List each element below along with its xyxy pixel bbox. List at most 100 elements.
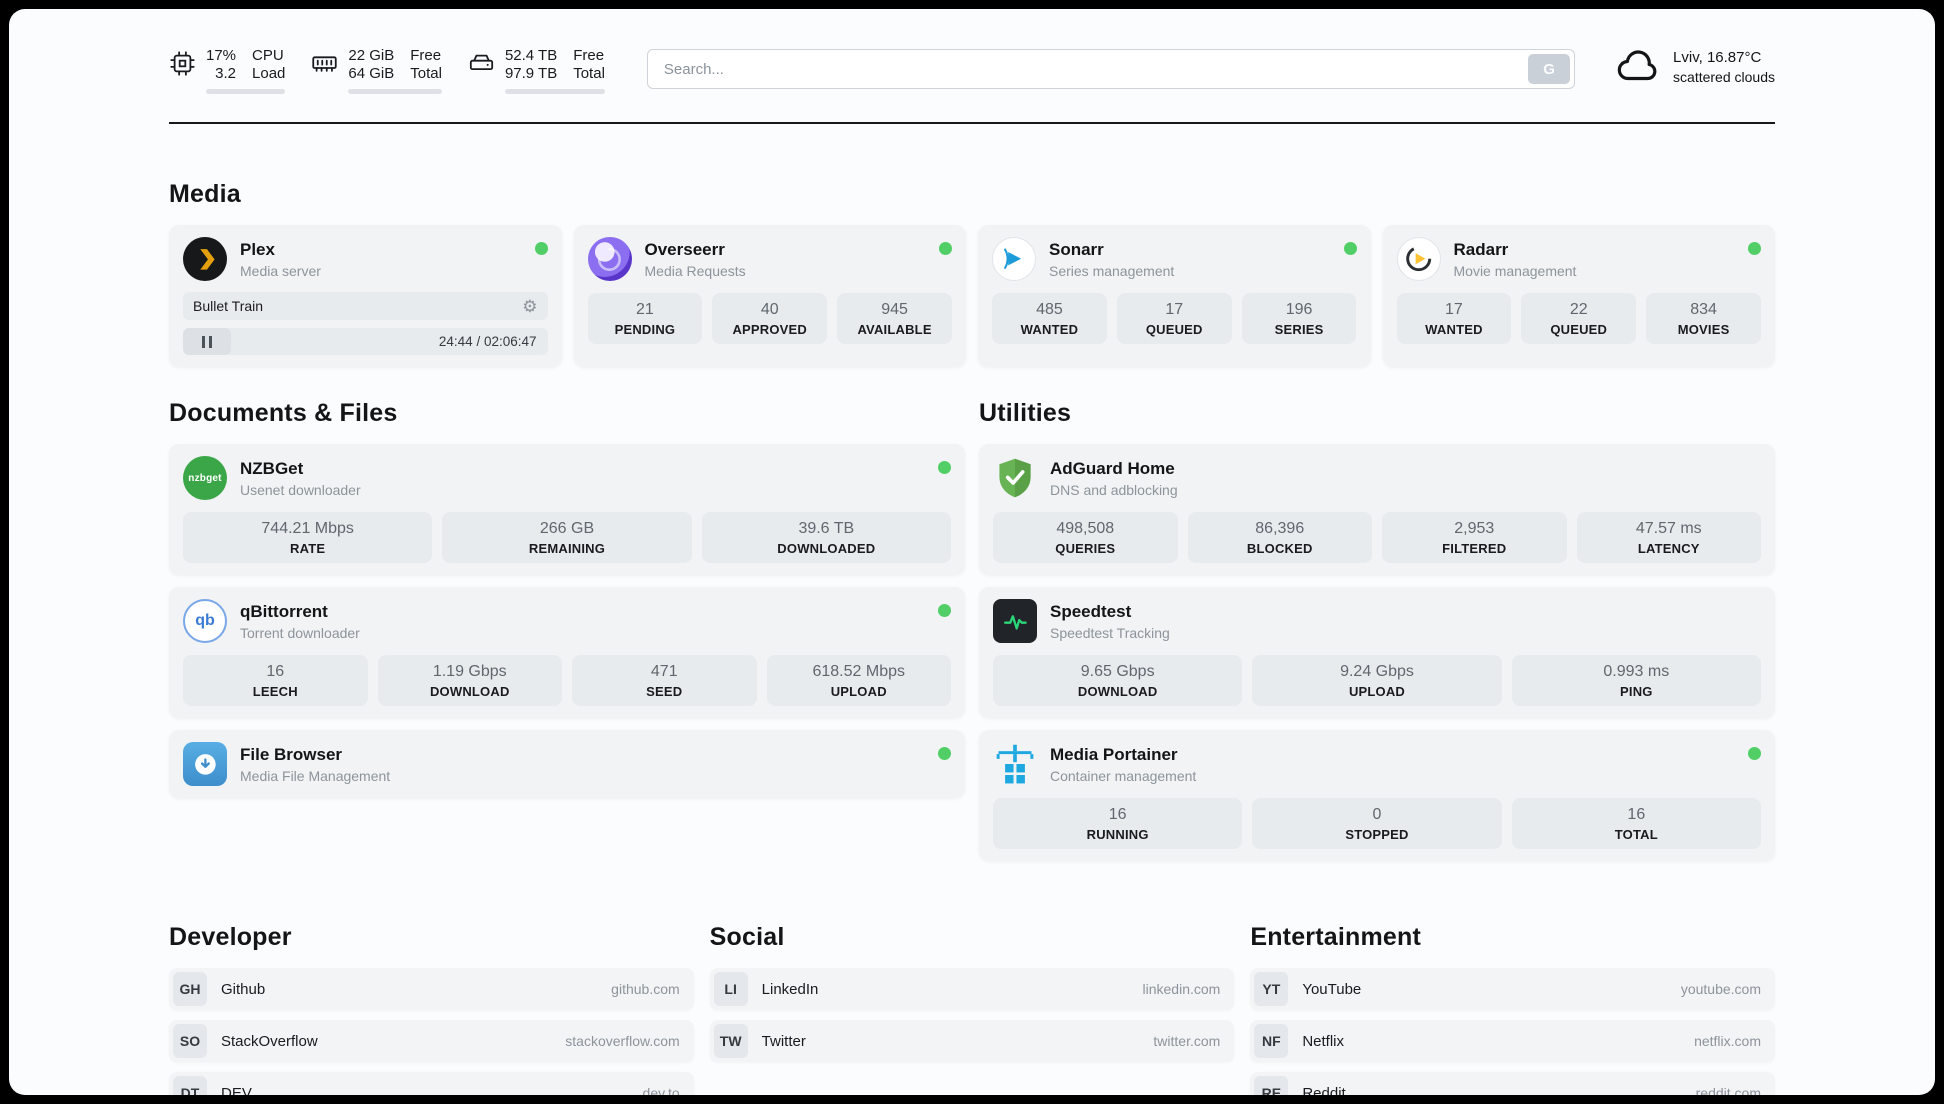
cpu-load-label: Load (252, 65, 286, 82)
bookmark-url: twitter.com (1153, 1033, 1221, 1049)
search-input[interactable] (646, 49, 1576, 89)
app-name: Plex (240, 239, 275, 259)
media-section: Media Plex Media server (169, 180, 1775, 367)
stat-value: 498,508 (1056, 520, 1115, 537)
bookmark-name: LinkedIn (761, 980, 819, 998)
bookmark-reddit[interactable]: RE Reddit reddit.com (1250, 1072, 1775, 1095)
adguard-card[interactable]: AdGuard Home DNS and adblocking 498,508 … (979, 444, 1775, 575)
stat-box: 1.19 Gbps DOWNLOAD (377, 655, 562, 706)
bookmark-github[interactable]: GH Github github.com (169, 968, 694, 1010)
stat-box: 86,396 BLOCKED (1187, 512, 1372, 563)
bookmark-name: Twitter (761, 1032, 806, 1050)
stat-value: 0.993 ms (1603, 663, 1670, 680)
pause-button[interactable] (183, 328, 231, 355)
playback-time: 24:44 / 02:06:47 (438, 334, 537, 349)
player-bar: 24:44 / 02:06:47 (183, 328, 548, 355)
bookmark-twitter[interactable]: TW Twitter twitter.com (709, 1020, 1235, 1062)
stat-label: UPLOAD (830, 684, 887, 699)
status-dot (938, 604, 951, 617)
bookmark-badge: DT (173, 1076, 207, 1095)
stat-box: 0 STOPPED (1252, 798, 1502, 849)
bookmark-url: netflix.com (1694, 1033, 1761, 1049)
nzbget-icon[interactable]: nzbget (183, 456, 227, 500)
stat-box: 2,953 FILTERED (1382, 512, 1567, 563)
stat-box: 485 WANTED (992, 293, 1107, 344)
app-subtitle: Media Requests (644, 262, 746, 279)
stat-box: 47.57 ms LATENCY (1576, 512, 1761, 563)
weather-condition: scattered clouds (1673, 69, 1775, 85)
bookmark-linkedin[interactable]: LI LinkedIn linkedin.com (709, 968, 1235, 1010)
cpu-load-value: 3.2 (215, 65, 237, 82)
dashboard-page: 17% CPU 3.2 Load 22 GiB Free 6 (9, 9, 1935, 1095)
stat-label: DOWNLOAD (1077, 684, 1158, 699)
media-section-title: Media (169, 180, 241, 208)
stat-label: QUEUED (1145, 322, 1203, 337)
app-subtitle: Series management (1049, 262, 1175, 279)
stat-box: 834 MOVIES (1646, 293, 1761, 344)
portainer-icon[interactable] (993, 742, 1037, 786)
bookmark-badge: SO (173, 1024, 207, 1058)
app-subtitle: Media File Management (240, 767, 391, 784)
stat-box: 17 QUEUED (1116, 293, 1232, 344)
stat-label: APPROVED (732, 322, 808, 337)
qbittorrent-icon[interactable]: qb (183, 599, 227, 643)
utilities-section: Utilities (979, 399, 1775, 861)
stat-box: 16 RUNNING (993, 798, 1243, 849)
stat-label: AVAILABLE (857, 322, 932, 337)
bookmark-name: Netflix (1302, 1032, 1345, 1050)
overseerr-card[interactable]: Overseerr Media Requests 21 PENDING 40 A… (573, 225, 966, 367)
qbittorrent-card[interactable]: qb qBittorrent Torrent downloader 16 LEE… (169, 587, 965, 718)
speedtest-card[interactable]: Speedtest Speedtest Tracking 9.65 Gbps D… (979, 587, 1775, 718)
disk-free-value: 52.4 TB (504, 47, 558, 64)
radarr-card[interactable]: Radarr Movie management 17 WANTED 22 QUE… (1382, 225, 1775, 367)
ram-total-value: 64 GiB (348, 65, 395, 82)
plex-card[interactable]: Plex Media server Bullet Train ⚙ 24:44 /… (169, 225, 562, 367)
app-name: Media Portainer (1050, 744, 1178, 764)
bookmark-badge: GH (173, 972, 207, 1006)
sonarr-icon[interactable] (992, 237, 1036, 281)
portainer-card[interactable]: Media Portainer Container management 16 … (979, 730, 1775, 861)
bookmark-youtube[interactable]: YT YouTube youtube.com (1250, 968, 1775, 1010)
stat-label: DOWNLOADED (777, 541, 876, 556)
plex-icon[interactable] (183, 237, 227, 281)
app-name: AdGuard Home (1050, 458, 1175, 478)
filebrowser-icon[interactable] (183, 742, 227, 786)
app-subtitle: Speedtest Tracking (1050, 624, 1170, 641)
stat-box: 22 QUEUED (1521, 293, 1637, 344)
entertainment-section-title: Entertainment (1250, 923, 1422, 951)
documents-section-title: Documents & Files (169, 399, 398, 427)
stat-box: 0.993 ms PING (1511, 655, 1761, 706)
stat-value: 0 (1372, 806, 1382, 823)
stat-value: 21 (636, 301, 654, 318)
ram-free-label: Free (410, 47, 442, 64)
search-engine-button[interactable]: G (1528, 54, 1571, 84)
top-bar: 17% CPU 3.2 Load 22 GiB Free 6 (169, 9, 1775, 94)
stat-box: 744.21 Mbps RATE (183, 512, 433, 563)
nzbget-card[interactable]: nzbget NZBGet Usenet downloader 744.21 M… (169, 444, 965, 575)
weather-widget: Lviv, 16.87°C scattered clouds (1615, 49, 1775, 85)
speedtest-icon[interactable] (993, 599, 1037, 643)
overseerr-icon[interactable] (587, 237, 632, 281)
stat-box: 618.52 Mbps UPLOAD (766, 655, 951, 706)
ram-progress-bar (348, 89, 442, 94)
stat-label: RUNNING (1086, 827, 1149, 842)
adguard-icon[interactable] (993, 456, 1037, 500)
stat-label: SERIES (1274, 322, 1324, 337)
radarr-icon[interactable] (1396, 237, 1441, 281)
stat-label: WANTED (1425, 322, 1483, 337)
stat-box: 945 AVAILABLE (837, 293, 952, 344)
bookmark-netflix[interactable]: NF Netflix netflix.com (1250, 1020, 1775, 1062)
bookmark-dev[interactable]: DT DEV dev.to (169, 1072, 694, 1095)
bookmark-badge: RE (1254, 1076, 1289, 1095)
gear-icon[interactable]: ⚙ (522, 296, 538, 316)
stat-box: 196 SERIES (1241, 293, 1357, 344)
app-name: File Browser (240, 744, 343, 764)
stat-value: 9.65 Gbps (1080, 663, 1155, 680)
bookmark-badge: TW (713, 1024, 748, 1058)
bookmark-url: stackoverflow.com (565, 1033, 680, 1049)
sonarr-card[interactable]: Sonarr Series management 485 WANTED 17 Q… (978, 225, 1371, 367)
app-name: Overseerr (644, 239, 725, 259)
status-dot (1343, 242, 1357, 255)
bookmark-stackoverflow[interactable]: SO StackOverflow stackoverflow.com (169, 1020, 694, 1062)
filebrowser-card[interactable]: File Browser Media File Management (169, 730, 965, 798)
